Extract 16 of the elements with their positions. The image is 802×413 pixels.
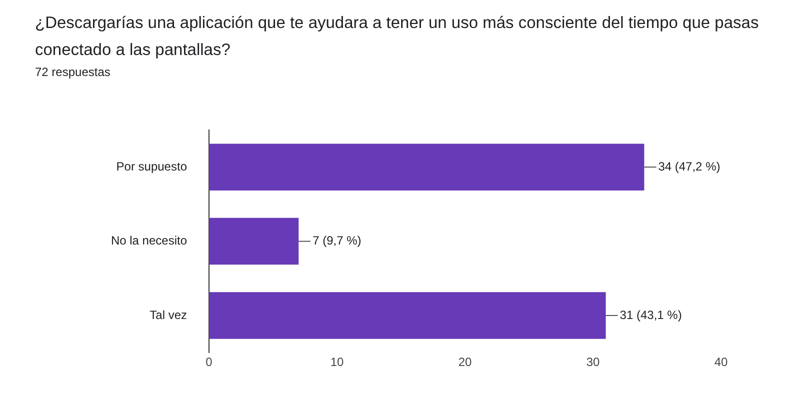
bar [209,144,644,190]
x-tick-label: 30 [586,355,600,370]
bar [209,218,299,265]
x-tick-label: 0 [206,355,213,370]
data-label: 34 (47,2 %) [658,159,720,174]
y-tick-label: Por supuesto [116,159,188,174]
x-tick-label: 20 [458,355,472,370]
chart-title: ¿Descargarías una aplicación que te ayudara a tener un uso más consciente del tiempo que pasas conectado a las pantallas? [35,13,760,61]
y-tick-label: Tal vez [150,308,187,322]
x-tick-label: 10 [330,355,344,370]
text: 72 respuestas [35,64,112,80]
data-label: 7 (9,7 %) [312,234,362,248]
data-label: 31 (43,1 %) [620,308,682,322]
x-tick-label: 40 [714,355,728,370]
bar [209,292,606,339]
y-tick-label: No la necesito [110,234,188,248]
